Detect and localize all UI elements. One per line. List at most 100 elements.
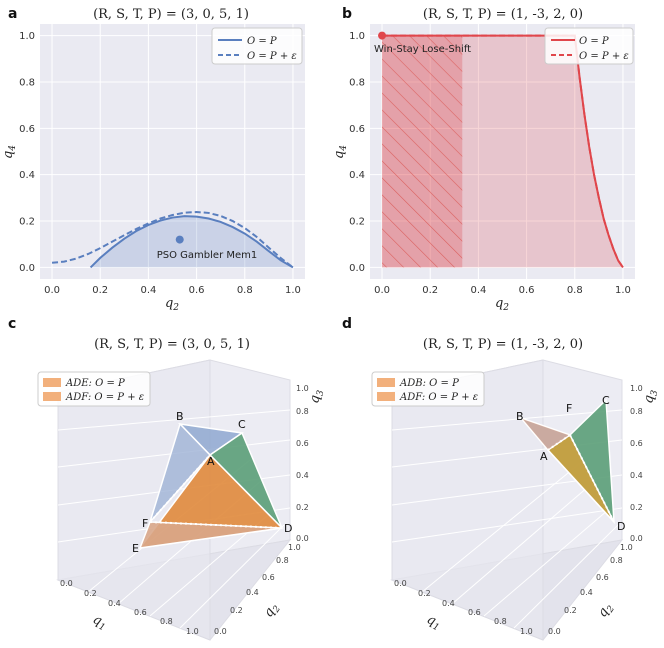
b-xtick-label: 0.2 [422,285,438,296]
panel-c-x-tick: 0.2 [84,589,97,598]
panel-d-legend-swatch-2 [377,392,395,401]
panel-c-z-tick: 0.6 [296,439,309,448]
panel-d-z-tick: 0.4 [630,471,643,480]
panel-d-y-tick: 0.8 [610,556,623,565]
panel-d-z-ticks: 0.0 0.2 0.4 0.6 0.8 1.0 [630,384,643,543]
a-ytick-label: 0.8 [19,77,35,88]
panel-c-x-tick: 0.8 [160,617,173,626]
b-ytick-label: 0.2 [349,217,365,228]
panel-c-x-tick: 1.0 [186,627,199,636]
panel-d-z-tick: 0.6 [630,439,643,448]
panel-b-ylabel: q4 [332,145,349,159]
panel-b: b (R, S, T, P) = (1, -3, 2, 0) 0.0 0.2 0.4… [332,6,635,313]
a-series-solid [89,215,294,269]
panel-c-z-tick: 0.2 [296,503,309,512]
panel-d-letter: d [342,316,352,332]
panel-d-y-tick: 0.6 [596,573,609,582]
panel-d-z-tick: 0.8 [630,407,643,416]
panel-c-y-tick: 1.0 [288,543,301,552]
panel-c-vertex-b: B [176,410,184,423]
panel-a-legend-dashed-label: O = P + ε [247,51,297,62]
a-point-marker [175,235,184,244]
panel-a-grid [40,24,305,279]
panel-c-legend-box [37,371,151,407]
b-ytick-label: 0.8 [349,77,365,88]
panel-d-legend: ADB: O = P ADF: O = P + ε [371,371,485,407]
b-hatch-lines [382,35,463,268]
panel-a-legend-solid-label: O = P [247,36,277,47]
panel-c-zlabel: q3 [307,388,326,405]
panel-b-ticks: 0.0 0.2 0.4 0.6 0.8 1.0 0.0 0.2 0.4 0.6 0.8 1.0 [349,31,631,296]
panel-d-y-tick: 0.4 [580,588,593,597]
panel-d-xlabel-sub: 1 [431,622,440,633]
panel-c-y-tick: 0.6 [262,573,275,582]
panel-d-x-tick: 1.0 [520,627,533,636]
panel-c-grid-line [179,524,285,629]
panel-c-z-ticks: 0.0 0.2 0.4 0.6 0.8 1.0 [296,384,309,543]
panel-c-vertex-f: F [142,517,148,530]
panel-d-grid-line [483,509,609,617]
panel-d-z-tick: 1.0 [630,384,643,393]
panel-b-letter: b [342,6,352,22]
panel-d-y-tick: 0.2 [564,606,577,615]
panel-c-z-tick: 0.8 [296,407,309,416]
b-xtick-label: 0.6 [519,285,535,296]
panel-d-vertex-a: A [540,450,548,463]
a-ytick-label: 0.4 [19,170,35,181]
panel-c-grid-line [57,409,291,431]
panel-d-legend-label-1: ADB: O = P [399,378,459,389]
panel-a-ticks: 0.0 0.2 0.4 0.6 0.8 1.0 0.0 0.2 0.4 0.6 0.8 1.0 [19,31,301,296]
panel-c-edge-fd [149,521,283,529]
b-ytick-label: 1.0 [349,31,365,42]
panel-d-x-tick: 0.6 [468,608,481,617]
panel-c-y-tick: 0.8 [276,556,289,565]
panel-c-legend-swatch-1 [43,378,61,387]
panel-c-y-ticks: 0.0 0.2 0.4 0.6 0.8 1.0 [214,543,301,636]
panel-d-legend-box [371,371,485,407]
panel-d-x-ticks: 0.0 0.2 0.4 0.6 0.8 1.0 [394,579,533,636]
panel-d-x-tick: 0.2 [418,589,431,598]
panel-d-vertex-c: C [602,394,610,407]
panel-d-xlabel: q1 [423,612,443,633]
panel-a-letter: a [8,6,17,22]
panel-c-legend: ADE: O = P ADF: O = P + ε [37,371,151,407]
panel-c-vertex-c: C [238,418,246,431]
panel-a-point-label: PSO Gambler Mem1 [157,250,258,261]
a-xtick-label: 0.0 [44,285,60,296]
panel-b-title: (R, S, T, P) = (1, -3, 2, 0) [423,7,583,22]
panel-c-y-tick: 0.0 [214,627,227,636]
panel-d-pane-grid [391,409,623,629]
panel-c-z-tick: 0.0 [296,534,309,543]
b-xtick-label: 0.8 [567,285,583,296]
panel-d-grid-line [451,479,597,605]
panel-d-vertex-f: F [566,402,572,415]
panel-d-grid-line [391,409,623,431]
panel-c-ylabel: q2 [261,600,283,621]
panel-d-zlabel-sub: 3 [650,389,661,397]
panel-a-marks [51,211,294,269]
panel-d-x-tick: 0.0 [394,579,407,588]
panel-c-z-tick: 0.4 [296,471,309,480]
panel-c-y-tick: 0.4 [246,588,259,597]
a-ytick-label: 0.0 [19,263,35,274]
a-series-dashed [51,211,294,269]
panel-c-legend-label-2: ADF: O = P + ε [65,392,144,403]
panel-c-xlabel: q1 [89,612,109,633]
panel-b-ylabel-sub: 4 [339,145,349,152]
panel-c: c (R, S, T, P) = (3, 0, 5, 1) A B C D E … [8,316,326,641]
b-ytick-label: 0.4 [349,170,365,181]
panel-c-zlabel-sub: 3 [316,389,327,397]
panel-c-letter: c [8,316,16,332]
panel-b-legend-solid-label: O = P [579,36,609,47]
panel-d: d (R, S, T, P) = (1, -3, 2, 0) A B C D F… [342,316,661,641]
panel-d-ylabel: q2 [595,600,617,621]
panel-b-legend-dashed-label: O = P + ε [579,51,629,62]
panel-d-vertex-b: B [516,410,524,423]
panel-b-point-label: Win-Stay Lose-Shift [374,44,471,55]
panel-c-x-tick: 0.6 [134,608,147,617]
panel-d-x-tick: 0.4 [442,599,455,608]
a-ytick-label: 0.6 [19,124,35,135]
panel-c-xlabel-sub: 1 [97,622,106,633]
a-xtick-label: 0.4 [140,285,156,296]
